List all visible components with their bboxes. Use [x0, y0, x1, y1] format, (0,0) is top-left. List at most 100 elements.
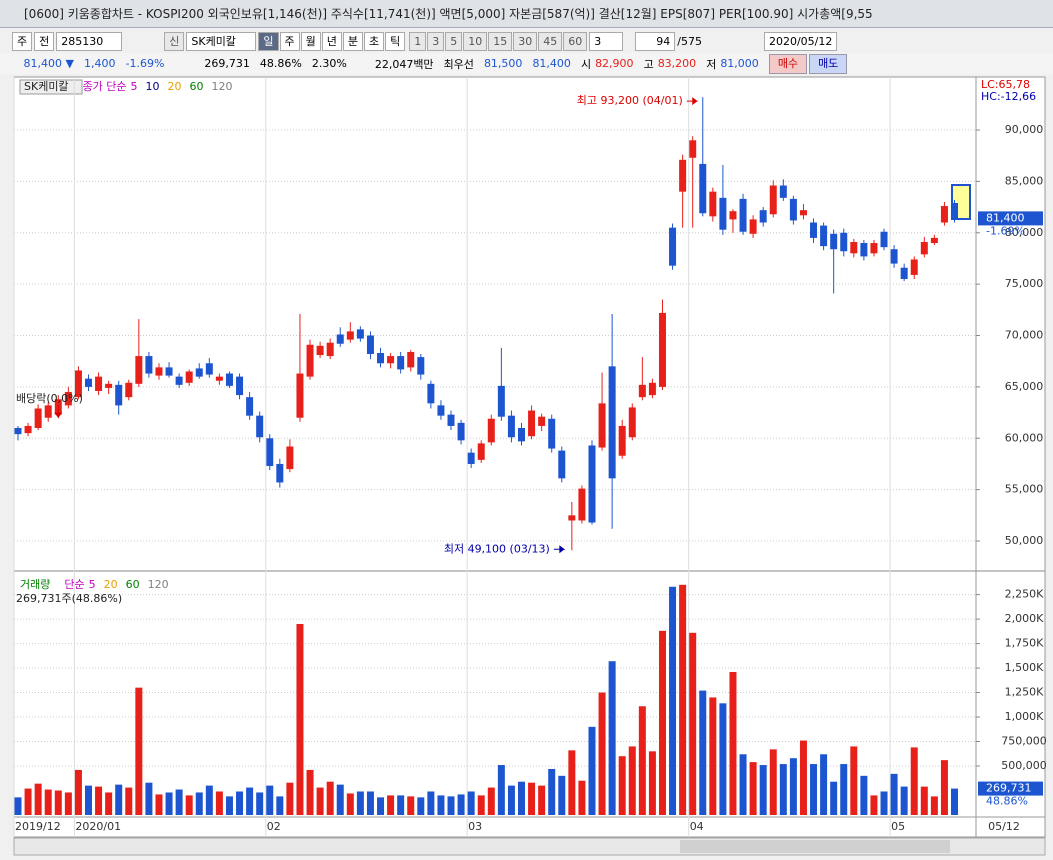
volume-bar	[115, 784, 123, 815]
volume-bar	[487, 787, 495, 815]
candle-body	[940, 206, 948, 223]
candle-body	[900, 267, 908, 280]
x-tick-label: 2020/01	[75, 820, 121, 833]
interval-button[interactable]: 분	[342, 31, 363, 51]
y-tick-label: 2,250K	[1005, 588, 1044, 601]
volume-bar	[910, 747, 918, 815]
scroll-thumb[interactable]	[680, 840, 950, 853]
volume-bar	[286, 782, 294, 815]
y-tick-label: 90,000	[1005, 123, 1044, 136]
y-tick-label: 80,000	[1005, 226, 1044, 239]
volume-bar	[638, 706, 646, 815]
candle-body	[830, 233, 838, 250]
candle-body	[195, 368, 203, 377]
x-tick-label: 2019/12	[15, 820, 61, 833]
volume-bar	[14, 797, 22, 815]
minute-button[interactable]: 15	[488, 31, 513, 51]
volume-bar	[377, 797, 385, 815]
interval-button[interactable]: 년	[321, 31, 342, 51]
candle-body	[749, 219, 757, 234]
candle-body	[14, 427, 22, 435]
volume-bar	[518, 781, 525, 815]
x-tick-label: 04	[690, 820, 704, 833]
candle-body	[507, 415, 515, 438]
volume-bar	[850, 746, 858, 815]
volume-bar	[296, 623, 304, 815]
volume-bar	[477, 795, 485, 815]
volume-bar	[538, 785, 546, 815]
volume-bar	[598, 692, 606, 815]
volume-bar	[266, 785, 274, 815]
volume-bar	[256, 792, 264, 815]
volume-bar	[44, 789, 52, 815]
legend-name: SK케미칼	[24, 80, 69, 93]
interval-button[interactable]: 틱	[385, 31, 406, 51]
minute-button[interactable]: 60	[563, 31, 588, 51]
minute-button[interactable]: 1	[409, 31, 427, 51]
count-input[interactable]: 3	[589, 31, 624, 51]
minute-button[interactable]: 5	[445, 31, 463, 51]
candle-body	[215, 376, 223, 381]
lc-label: LC:65,78	[981, 78, 1030, 91]
best-bid: 81,400	[532, 57, 571, 70]
candle-body	[296, 373, 304, 418]
vol-rate: 48.86%	[259, 57, 302, 70]
volume-bar	[951, 788, 959, 815]
volume-bar	[437, 795, 445, 815]
legend-ma-period: 60	[190, 80, 204, 93]
candle-body	[799, 210, 807, 216]
volume-bar	[608, 661, 616, 815]
candle-body	[336, 334, 344, 344]
volume-bar	[890, 773, 898, 815]
candle-body	[689, 140, 697, 158]
price: 81,400 ▼	[23, 57, 74, 70]
last-volume-label: 269,731	[986, 782, 1032, 795]
candle-body	[719, 197, 727, 230]
volume-bar	[940, 760, 948, 815]
minute-button[interactable]: 30	[513, 31, 538, 51]
candle-body	[951, 202, 959, 219]
legend-ma-period: 120	[148, 578, 169, 591]
interval-button[interactable]: 초	[364, 31, 385, 51]
candle-body	[860, 243, 868, 257]
name-input[interactable]: SK케미칼	[186, 31, 257, 51]
minute-button[interactable]: 3	[427, 31, 445, 51]
buy-button[interactable]: 매수	[768, 53, 808, 74]
volume-bar	[34, 783, 42, 815]
prev-button[interactable]: 전	[34, 31, 55, 51]
interval-button[interactable]: 주	[279, 31, 300, 51]
volume-bar	[457, 794, 465, 815]
volume-bar	[628, 746, 636, 815]
volume-bar	[64, 792, 72, 815]
candle-body	[789, 198, 797, 221]
interval-button[interactable]: 일	[258, 31, 279, 51]
volume-bar	[709, 697, 717, 815]
minute-button[interactable]: 10	[463, 31, 488, 51]
candle-body	[447, 414, 455, 426]
interval-button[interactable]: 월	[300, 31, 321, 51]
volume-bar	[326, 781, 334, 815]
date-input[interactable]: 2020/05/12	[763, 31, 838, 51]
volume-bar	[860, 775, 868, 815]
last-price-box	[978, 211, 1043, 226]
volume-bar	[397, 795, 405, 815]
low-arrow	[553, 545, 566, 554]
shown-input[interactable]: 94	[635, 31, 676, 51]
candle-body	[779, 185, 787, 198]
candle-body	[326, 342, 334, 357]
period-select[interactable]: 주	[12, 31, 33, 51]
legend-box	[19, 79, 83, 95]
candle-body	[739, 198, 747, 232]
minute-button[interactable]: 45	[538, 31, 563, 51]
y-tick-label: 750,000	[1001, 735, 1047, 748]
new-button[interactable]: 신	[164, 31, 185, 51]
y-tick-label: 55,000	[1005, 483, 1044, 496]
volume-bar	[497, 765, 505, 815]
volume-bar	[336, 784, 344, 815]
volume-bar	[719, 703, 727, 815]
candle-body	[598, 403, 606, 448]
code-input[interactable]: 285130	[56, 31, 123, 51]
high-annotation: 최고 93,200 (04/01)	[577, 94, 683, 107]
sell-button[interactable]: 매도	[809, 53, 848, 74]
candle-body	[538, 416, 546, 426]
